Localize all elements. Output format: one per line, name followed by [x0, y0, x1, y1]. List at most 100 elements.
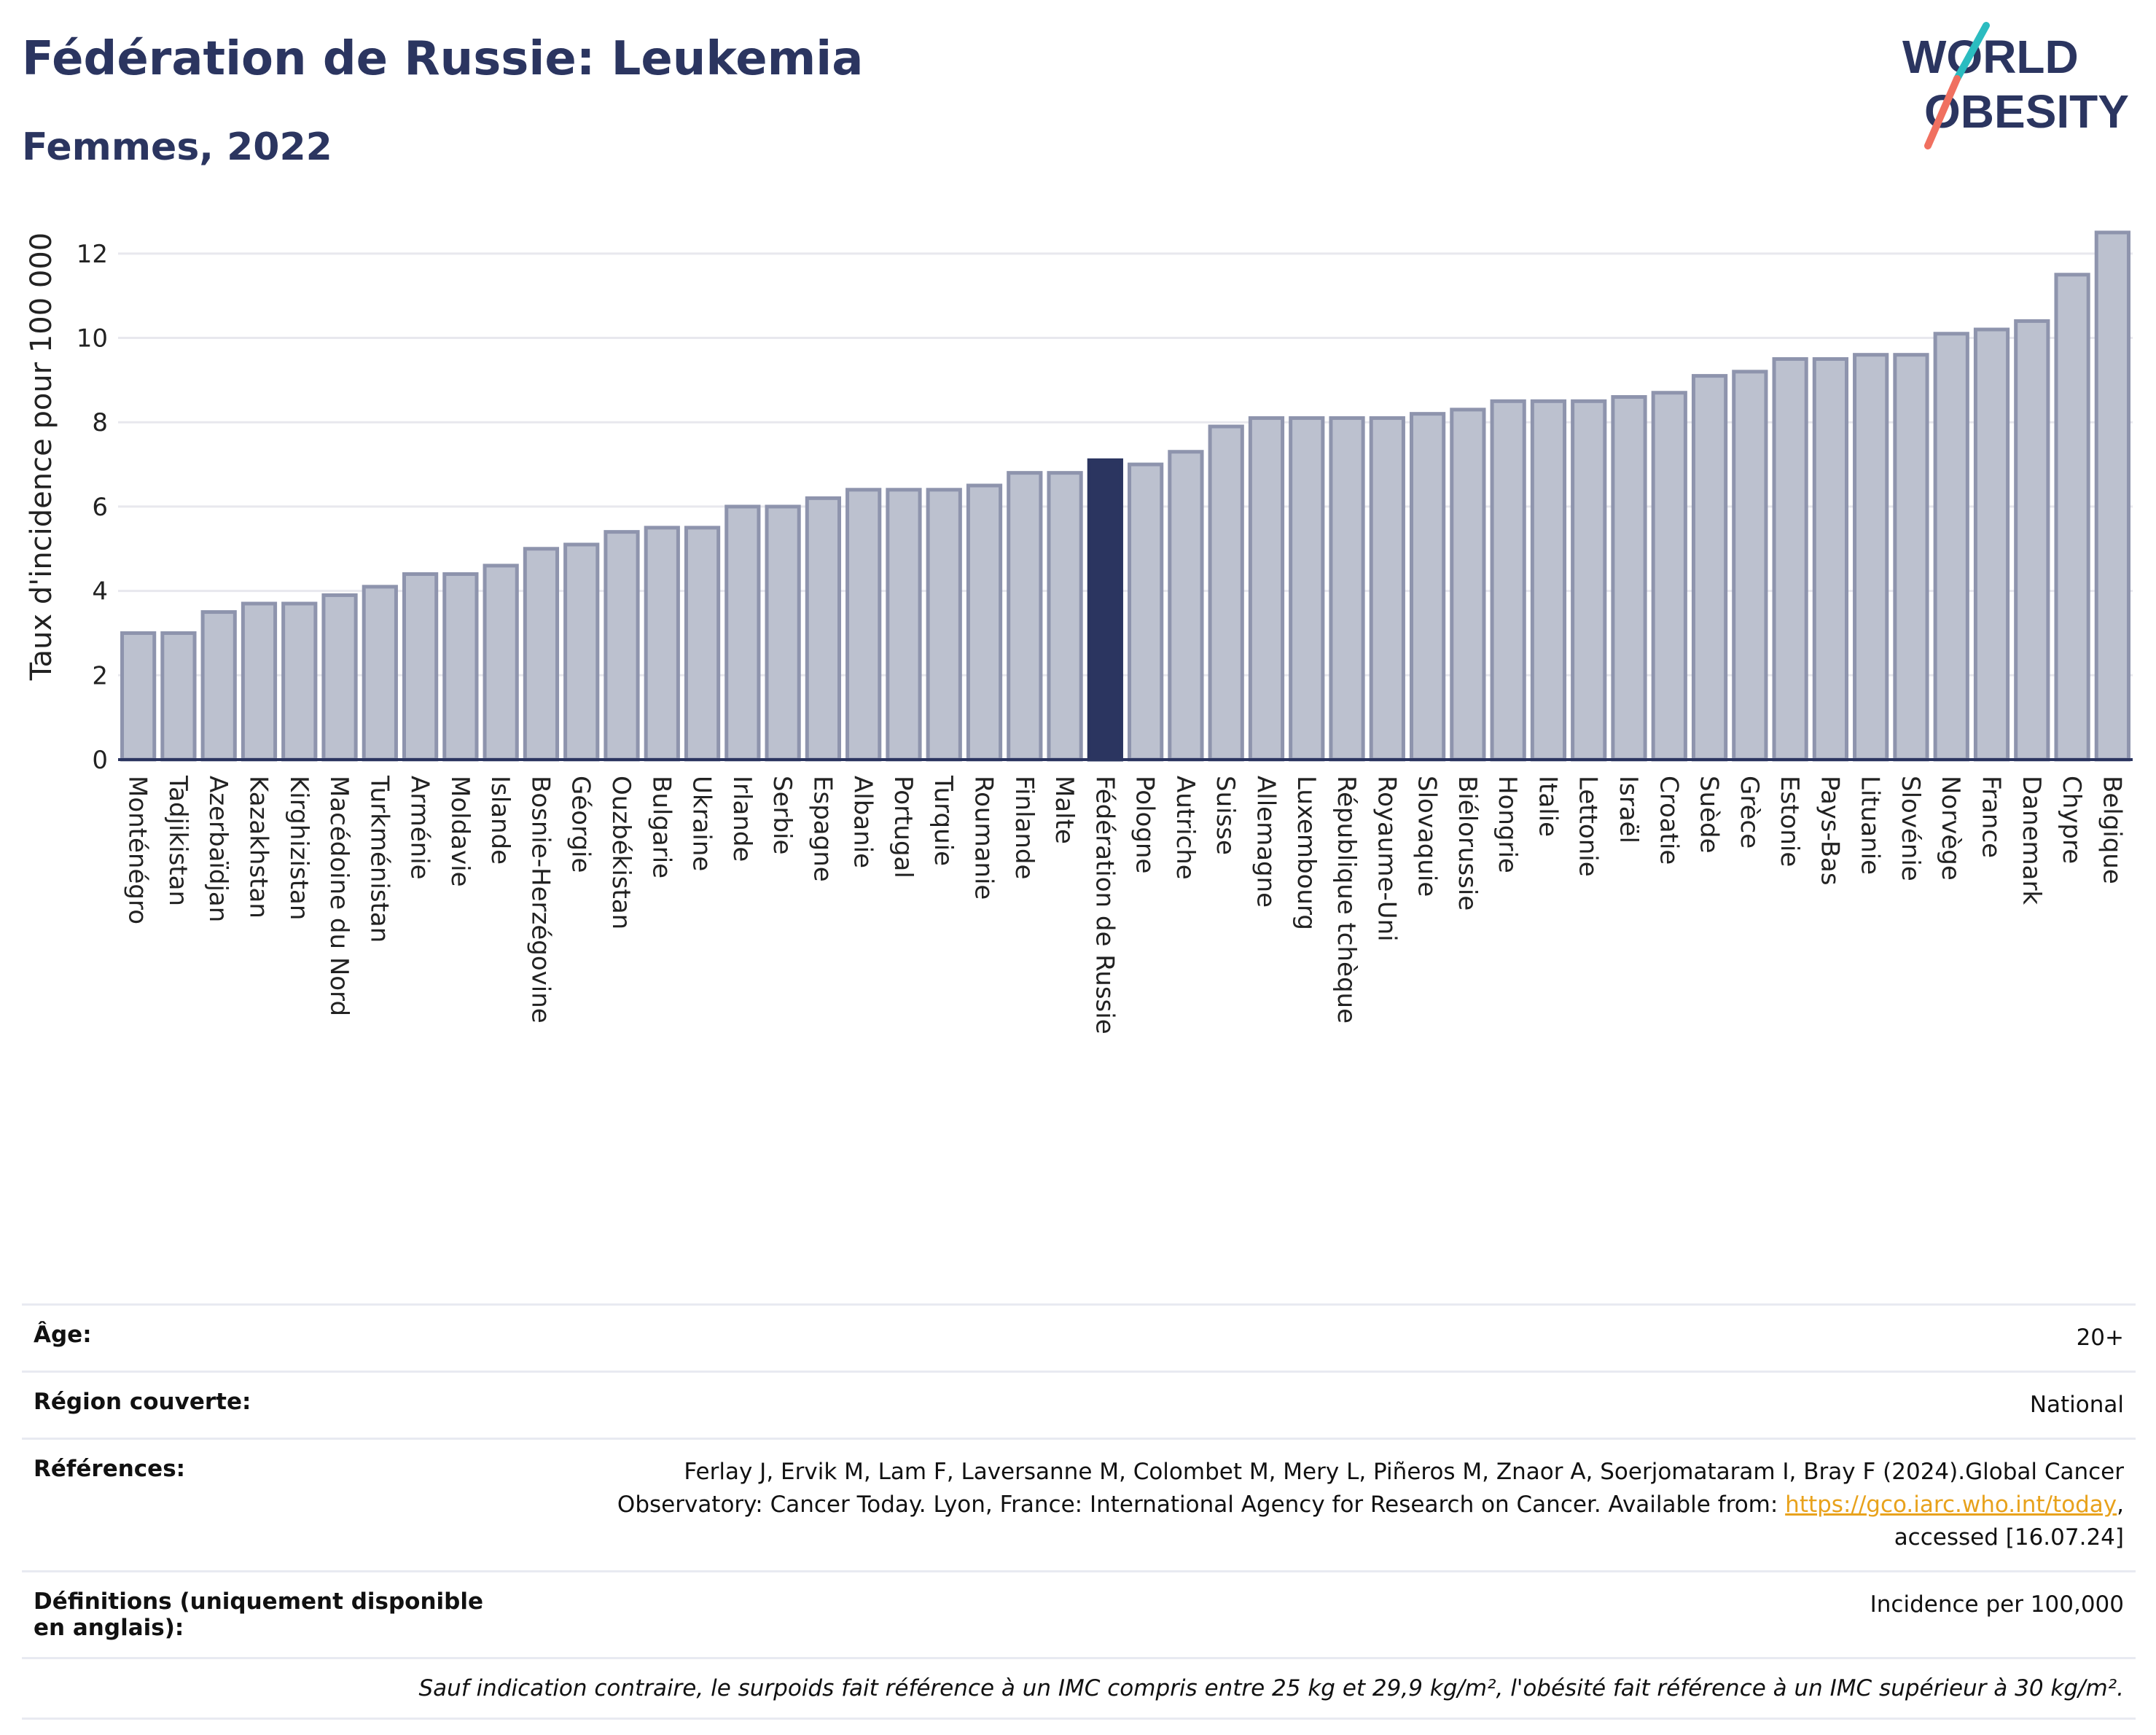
x-tick-label: Azerbaïdjan: [203, 776, 233, 922]
info-table: Âge: 20+ Région couverte: National Référ…: [22, 1303, 2136, 1720]
references-text-3: accessed [16.07.24]: [1894, 1524, 2124, 1551]
x-tick-label: Norvège: [1936, 776, 1965, 881]
bar: [1732, 370, 1768, 762]
y-tick-label: 12: [77, 240, 108, 269]
bar: [1772, 356, 1808, 762]
bar: [1047, 471, 1083, 762]
bar: [1812, 356, 1849, 762]
bar: [1208, 424, 1244, 762]
y-tick-label: 2: [92, 661, 108, 690]
bar: [281, 601, 318, 762]
logo-slash-coral: [1924, 75, 1961, 149]
bar: [483, 564, 519, 762]
info-row-age: Âge: 20+: [22, 1303, 2136, 1372]
bar: [1409, 412, 1446, 762]
bar: [2094, 230, 2130, 762]
x-tick-label: Autriche: [1171, 776, 1200, 880]
bar: [966, 483, 1003, 762]
references-link[interactable]: https://gco.iarc.who.int/today: [1785, 1491, 2117, 1518]
x-tick-label: République tchèque: [1332, 776, 1361, 1024]
bar: [1128, 462, 1164, 762]
logo-word-1: WORLD: [1902, 31, 2079, 83]
bar: [684, 526, 721, 762]
bar: [604, 530, 640, 762]
x-tick-label: Espagne: [808, 776, 837, 882]
bar: [1087, 458, 1123, 762]
references-text-1: Ferlay J, Ervik M, Lam F, Laversanne M, …: [684, 1458, 2124, 1485]
info-row-note: Sauf indication contraire, le surpoids f…: [22, 1656, 2136, 1720]
bar: [321, 593, 358, 762]
x-tick-label: Belgique: [2097, 776, 2126, 884]
bar: [805, 496, 842, 762]
x-tick-label: Portugal: [888, 776, 918, 878]
bar: [1933, 332, 1969, 762]
x-tick-label: Estonie: [1775, 776, 1804, 867]
logo-word-2: OBESITY: [1924, 85, 2129, 138]
y-tick-label: 8: [92, 408, 108, 437]
x-tick-label: Turkménistan: [364, 775, 394, 943]
bar: [845, 488, 882, 762]
bar: [1490, 399, 1526, 762]
bar: [1691, 374, 1728, 762]
x-tick-label: Albanie: [848, 776, 878, 868]
y-tick-label: 4: [92, 577, 108, 607]
bar: [402, 572, 439, 762]
x-tick-label: Tadjikistan: [163, 775, 192, 906]
info-row-definitions: Définitions (uniquement disponible en an…: [22, 1570, 2136, 1658]
x-tick-label: Lituanie: [1856, 776, 1885, 875]
references-text-2: Observatory: Cancer Today. Lyon, France:…: [617, 1491, 1778, 1518]
x-tick-label: Roumanie: [969, 776, 999, 900]
x-tick-label: Macédoine du Nord: [324, 776, 354, 1016]
bar: [1168, 450, 1204, 762]
x-tick-label: Italie: [1533, 776, 1562, 837]
bar: [523, 547, 560, 762]
chart-title: Fédération de Russie: Leukemia: [22, 32, 864, 86]
bar: [1853, 353, 1889, 762]
x-tick-label: Monténégro: [123, 776, 152, 924]
x-tick-label: Kazakhstan: [243, 776, 273, 919]
y-tick-label: 6: [92, 493, 108, 522]
x-tick-label: Bosnie-Herzégovine: [526, 776, 555, 1024]
bar: [2014, 319, 2050, 762]
x-tick-label: Turquie: [929, 775, 958, 866]
bar: [1369, 416, 1405, 762]
x-tick-label: Pologne: [1130, 776, 1160, 873]
bar: [241, 601, 278, 762]
info-row-region: Région couverte: National: [22, 1370, 2136, 1439]
note-text: Sauf indication contraire, le surpoids f…: [22, 1656, 2136, 1720]
bar: [200, 610, 237, 762]
y-tick-label: 10: [77, 324, 108, 354]
x-tick-label: Danemark: [2017, 776, 2046, 905]
bar: [724, 504, 761, 762]
x-tick-label: Suède: [1695, 776, 1724, 854]
bar: [1007, 471, 1043, 762]
y-axis-title: Taux d'incidence pour 100 000: [25, 233, 58, 681]
x-tick-label: Pays-Bas: [1815, 776, 1844, 886]
x-tick-label: Bulgarie: [647, 776, 676, 878]
bar: [1329, 416, 1365, 762]
x-tick-label: Géorgie: [566, 776, 595, 873]
bar: [1450, 408, 1486, 762]
region-value: National: [519, 1370, 2136, 1439]
age-label: Âge:: [22, 1303, 519, 1372]
x-tick-label: Malte: [1050, 776, 1079, 844]
definitions-value: Incidence per 100,000: [519, 1570, 2136, 1658]
x-tick-label: Islande: [485, 776, 515, 865]
x-tick-label: Ouzbékistan: [606, 776, 636, 929]
bar: [160, 631, 197, 762]
x-tick-label: Allemagne: [1251, 776, 1280, 908]
x-tick-label: Croatie: [1654, 776, 1683, 865]
x-tick-label: Luxembourg: [1292, 776, 1321, 930]
bar: [1973, 327, 2010, 762]
y-tick-label: 0: [92, 746, 108, 775]
x-tick-label: Serbie: [768, 776, 797, 854]
x-tick-label: Ukraine: [687, 776, 716, 871]
x-tick-label: Chypre: [2057, 776, 2086, 864]
chart-subtitle: Femmes, 2022: [22, 125, 332, 169]
references-value: Ferlay J, Ervik M, Lam F, Laversanne M, …: [519, 1437, 2136, 1572]
references-label: Références:: [22, 1437, 519, 1572]
x-tick-label: Kirghizistan: [284, 776, 313, 920]
logo-slash-teal: [1953, 22, 1990, 82]
bar: [1651, 391, 1687, 762]
x-tick-label: Slovaquie: [1413, 776, 1442, 897]
